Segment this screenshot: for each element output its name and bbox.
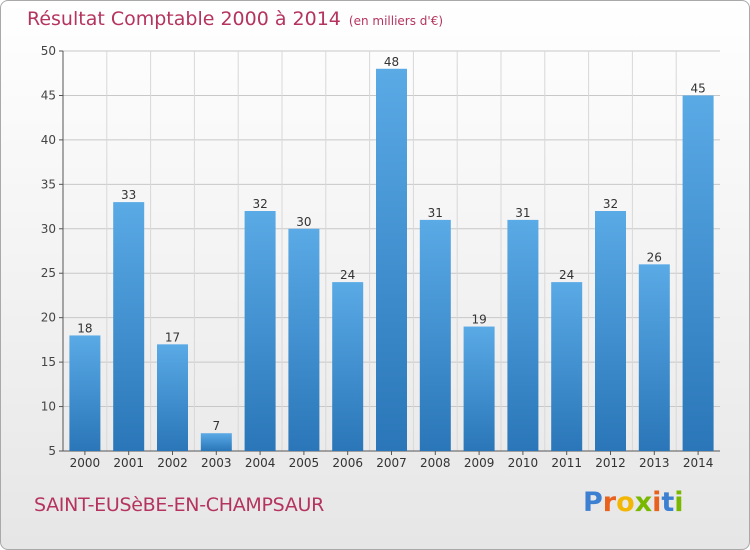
bar (244, 211, 276, 451)
bar (595, 211, 626, 451)
bar (682, 95, 714, 451)
commune-name: SAINT-EUSèBE-EN-CHAMPSAUR (34, 494, 324, 516)
y-tick-label: 5 (48, 444, 56, 458)
y-tick-label: 25 (41, 266, 56, 280)
x-tick-label: 2000 (70, 456, 101, 470)
logo-letter: x (634, 487, 653, 518)
data-label: 31 (428, 206, 443, 220)
x-tick-label: 2001 (113, 456, 144, 470)
bar (113, 202, 145, 451)
proxiti-logo: Proxiti (583, 487, 684, 518)
title-unit: (en milliers d'€) (348, 14, 444, 28)
logo-letter: i (652, 487, 662, 518)
data-label: 24 (340, 268, 355, 282)
x-tick-label: 2002 (157, 456, 188, 470)
data-label: 19 (471, 313, 486, 327)
logo-letter: t (661, 487, 675, 518)
logo-letter: i (674, 487, 684, 518)
data-label: 45 (690, 81, 705, 95)
bar (376, 68, 407, 452)
bar (419, 219, 451, 451)
y-tick-label: 50 (41, 44, 56, 58)
data-label: 30 (296, 215, 311, 229)
x-tick-label: 2010 (508, 456, 539, 470)
bar (551, 282, 583, 451)
data-label: 18 (77, 321, 92, 335)
y-tick-label: 45 (41, 88, 56, 102)
data-label: 26 (647, 250, 662, 264)
chart-title: Résultat Comptable 2000 à 2014 (en millie… (27, 8, 443, 30)
bar (157, 344, 188, 451)
y-tick-label: 30 (41, 222, 56, 236)
y-tick-label: 10 (41, 400, 56, 414)
logo-letter: r (602, 487, 617, 518)
data-label: 31 (515, 206, 530, 220)
x-tick-label: 2006 (332, 456, 363, 470)
data-label: 32 (252, 197, 267, 211)
bar (507, 219, 539, 451)
x-tick-label: 2007 (376, 456, 407, 470)
data-label: 48 (384, 55, 399, 69)
data-label: 24 (559, 268, 574, 282)
bar (332, 282, 364, 451)
bar (69, 335, 101, 451)
bar (463, 326, 495, 451)
x-tick-label: 2003 (201, 456, 232, 470)
x-tick-label: 2005 (289, 456, 320, 470)
data-label: 33 (121, 188, 136, 202)
bar (200, 433, 232, 451)
y-tick-label: 15 (41, 355, 56, 369)
logo-letter: P (583, 487, 603, 518)
logo-letter: o (616, 487, 635, 518)
title-text: Résultat Comptable 2000 à 2014 (27, 8, 341, 30)
x-tick-label: 2014 (683, 456, 714, 470)
bar (638, 264, 670, 451)
bar (288, 228, 320, 451)
x-tick-label: 2013 (639, 456, 670, 470)
data-label: 32 (603, 197, 618, 211)
x-tick-label: 2009 (464, 456, 495, 470)
x-tick-label: 2012 (595, 456, 626, 470)
data-label: 17 (165, 330, 180, 344)
y-tick-label: 35 (41, 177, 56, 191)
x-tick-label: 2004 (245, 456, 276, 470)
x-tick-label: 2008 (420, 456, 451, 470)
x-tick-label: 2011 (551, 456, 582, 470)
data-label: 7 (212, 419, 220, 433)
y-tick-label: 40 (41, 133, 56, 147)
y-tick-label: 20 (41, 311, 56, 325)
